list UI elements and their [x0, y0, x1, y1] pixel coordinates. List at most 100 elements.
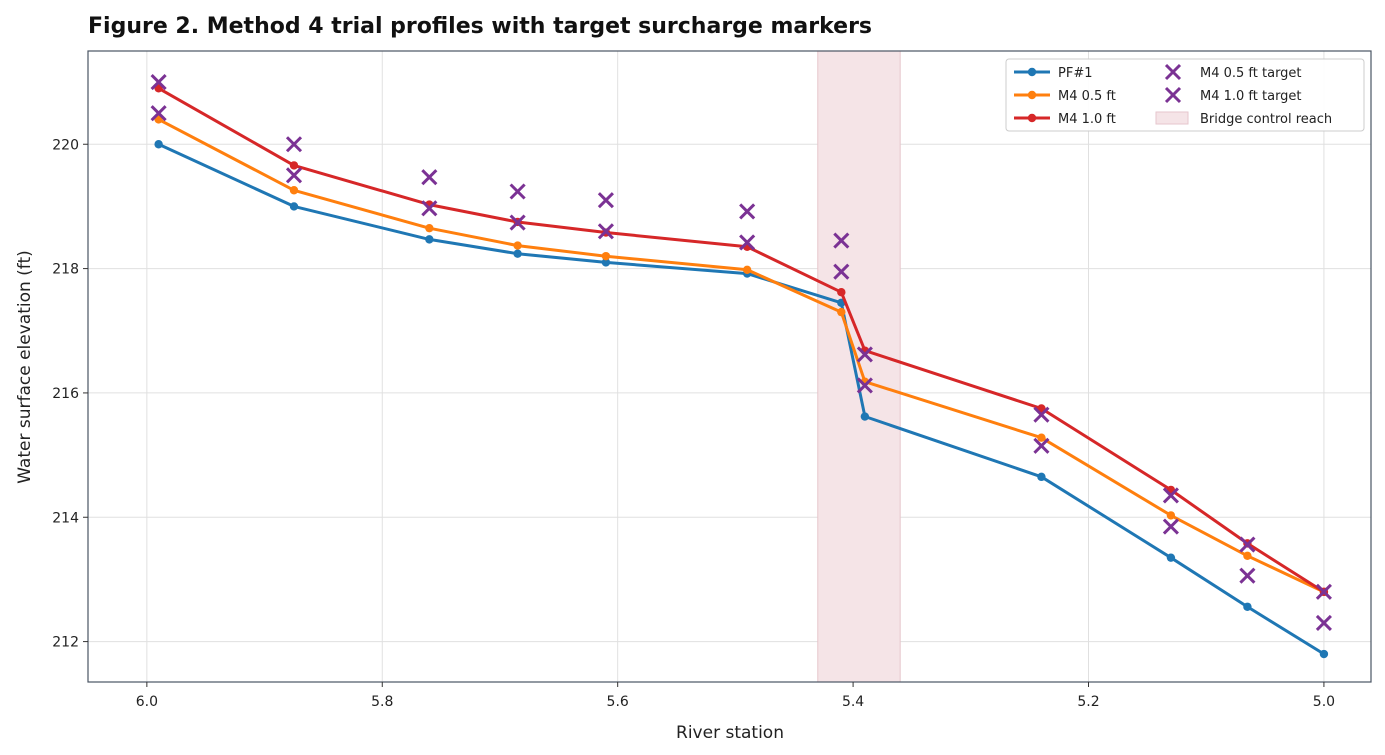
legend-box: [1005, 58, 1365, 132]
y-tick-label: 216: [52, 386, 79, 402]
target-marker: [509, 183, 526, 200]
target-marker: [285, 167, 303, 184]
series-point: [289, 161, 299, 170]
target-marker: [1033, 406, 1050, 423]
target-marker: [739, 234, 756, 251]
target-marker: [1162, 487, 1179, 504]
series-point: [513, 249, 522, 258]
series-point: [425, 223, 434, 233]
x-tick-label: 5.4: [842, 694, 864, 710]
target-marker: [856, 377, 873, 394]
x-tick-label: 5.6: [607, 694, 629, 710]
x-stroke: [1033, 437, 1050, 454]
series-point: [513, 241, 522, 250]
x-stroke: [509, 183, 526, 200]
plot-frame: [87, 50, 1372, 683]
series-line-m4-1-0-ft: [157, 86, 1326, 594]
legend-point-swatch: [1027, 90, 1037, 100]
series-point: [1243, 602, 1252, 611]
x-stroke: [509, 214, 526, 231]
x-stroke: [150, 74, 167, 91]
series-point: [601, 258, 611, 267]
x-stroke: [833, 263, 850, 280]
x-stroke: [1164, 86, 1182, 104]
x-stroke: [597, 192, 614, 209]
x-stroke: [739, 203, 756, 220]
series-point: [1319, 649, 1329, 659]
y-axis-label: Water surface elevation (ft): [15, 250, 35, 484]
target-marker: [739, 203, 756, 220]
target-marker: [856, 346, 873, 363]
y-tick-label: 218: [52, 262, 79, 278]
series-point: [601, 251, 611, 261]
series-point: [1037, 472, 1046, 482]
target-marker: [1315, 583, 1332, 600]
x-stroke: [421, 169, 438, 186]
series-point: [1037, 433, 1046, 442]
legend-label: M4 0.5 ft: [1058, 89, 1116, 104]
x-tick-label: 6.0: [136, 694, 158, 710]
x-stroke: [1239, 567, 1256, 584]
legend-label: M4 0.5 ft target: [1200, 66, 1302, 81]
legend-label: M4 1.0 ft: [1058, 112, 1116, 127]
target-marker: [1239, 536, 1256, 553]
target-marker: [1162, 518, 1179, 535]
target-marker: [833, 232, 850, 249]
x-stroke: [1239, 536, 1256, 553]
y-tick-label: 220: [52, 137, 79, 153]
target-marker: [1315, 614, 1332, 632]
target-marker: [150, 74, 167, 91]
x-stroke: [856, 346, 873, 363]
target-marker: [421, 200, 438, 217]
series-point: [742, 265, 752, 275]
x-stroke: [1315, 614, 1332, 632]
series-point: [289, 186, 299, 195]
series-point: [1166, 553, 1176, 562]
target-marker: [509, 214, 526, 231]
chart-title: Figure 2. Method 4 trial profiles with t…: [88, 14, 872, 39]
series-point: [1243, 551, 1252, 560]
x-stroke: [1164, 63, 1182, 81]
x-axis-label: River station: [676, 723, 784, 743]
x-stroke: [597, 223, 614, 240]
x-stroke: [833, 232, 850, 249]
x-stroke: [1033, 406, 1050, 423]
target-marker: [1033, 437, 1050, 454]
legend-point-swatch: [1027, 113, 1037, 123]
x-tick-label: 5.0: [1313, 694, 1335, 710]
legend-x-swatch: [1164, 86, 1182, 104]
x-tick-label: 5.8: [371, 694, 393, 710]
x-stroke: [1315, 583, 1332, 600]
x-stroke: [1162, 487, 1179, 504]
series-point: [860, 412, 870, 421]
x-stroke: [1162, 518, 1179, 535]
legend: PF#1 M4 0.5 ft M4 1.0 ft M4 0.5 ft target M4…: [1005, 58, 1365, 132]
y-tick-label: 214: [52, 510, 79, 526]
series-line-m4-0-5-ft: [157, 117, 1326, 594]
plot-area: [88, 51, 1371, 682]
legend-label: Bridge control reach: [1200, 112, 1332, 127]
target-marker: [833, 263, 850, 280]
series-point: [289, 202, 299, 211]
series-point: [154, 140, 163, 149]
x-stroke: [150, 105, 167, 122]
legend-band-swatch: [1155, 111, 1189, 125]
series-point: [837, 288, 846, 297]
target-marker: [421, 169, 438, 186]
target-marker: [597, 192, 614, 209]
legend-label: PF#1: [1058, 66, 1092, 81]
target-marker: [285, 136, 303, 153]
target-marker: [1239, 567, 1256, 584]
y-axis-ticks: 212 214 216 218 220: [52, 137, 88, 651]
x-stroke: [285, 136, 303, 153]
marker-layer: [150, 74, 1332, 632]
x-stroke: [739, 234, 756, 251]
x-stroke: [856, 377, 873, 394]
x-tick-label: 5.2: [1077, 694, 1099, 710]
series-point: [837, 307, 846, 317]
target-marker: [597, 223, 614, 240]
legend-point-swatch: [1027, 67, 1037, 77]
series-line-pf-1: [157, 142, 1326, 656]
x-stroke: [285, 167, 303, 184]
